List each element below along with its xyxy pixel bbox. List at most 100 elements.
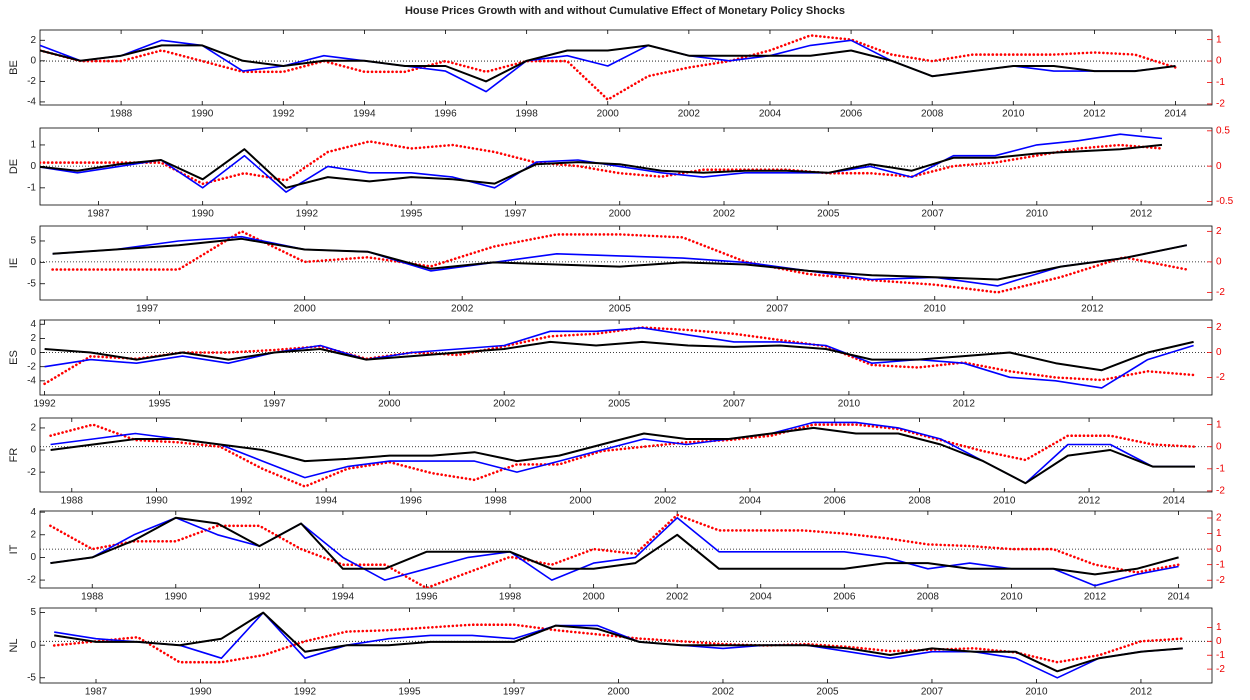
- y-tick-label: 4: [30, 319, 36, 330]
- x-tick-label: 1997: [503, 687, 526, 698]
- x-tick-label: 2010: [993, 496, 1016, 507]
- x-tick-label: 1994: [315, 496, 338, 507]
- x-tick-label: 2008: [908, 496, 931, 507]
- x-tick-label: 1992: [248, 592, 271, 603]
- y2-tick-label: 0: [1216, 161, 1222, 172]
- y2-tick-label: -2: [1216, 664, 1225, 675]
- x-tick-label: 2010: [1026, 209, 1049, 220]
- x-tick-label: 2012: [1084, 592, 1107, 603]
- y-tick-label: -2: [27, 76, 36, 87]
- x-tick-label: 2000: [607, 687, 630, 698]
- y2-tick-label: 1: [1216, 528, 1222, 539]
- y2-tick-label: -1: [1216, 77, 1225, 88]
- x-tick-label: 2012: [1078, 496, 1101, 507]
- y2-tick-label: 1: [1216, 34, 1222, 45]
- x-tick-label: 2002: [493, 399, 516, 410]
- y-axis-label: DE: [8, 159, 20, 174]
- y2-tick-label: 0: [1216, 544, 1222, 555]
- x-tick-label: 2000: [582, 592, 605, 603]
- x-tick-label: 1990: [189, 687, 212, 698]
- series-line: [50, 426, 1195, 485]
- x-tick-label: 1996: [415, 592, 438, 603]
- y2-tick-label: -2: [1216, 575, 1225, 586]
- series-line: [49, 513, 1180, 588]
- x-tick-label: 1996: [400, 496, 423, 507]
- x-tick-label: 2005: [816, 687, 839, 698]
- series-line: [52, 623, 1184, 664]
- x-tick-label: 2010: [1002, 109, 1025, 120]
- x-tick-label: 2002: [654, 496, 677, 507]
- y-tick-label: 2: [30, 35, 36, 46]
- plot-frame: [39, 319, 1213, 396]
- series-line: [50, 516, 1179, 576]
- y-tick-label: 0: [30, 55, 36, 66]
- y-tick-label: 2: [30, 423, 36, 434]
- x-tick-label: 2002: [712, 687, 735, 698]
- x-tick-label: 2002: [451, 304, 474, 315]
- x-tick-label: 2010: [1025, 687, 1048, 698]
- x-tick-label: 1988: [61, 496, 84, 507]
- x-tick-label: 1987: [85, 687, 108, 698]
- y2-tick-label: -2: [1216, 99, 1225, 110]
- series-line: [40, 44, 1176, 83]
- x-tick-label: 2007: [921, 687, 944, 698]
- x-tick-label: 2000: [597, 109, 620, 120]
- x-tick-label: 1992: [294, 687, 317, 698]
- x-tick-label: 2005: [609, 304, 632, 315]
- y2-tick-label: -2: [1216, 372, 1225, 383]
- series-line: [40, 34, 1177, 101]
- x-tick-label: 1990: [145, 496, 168, 507]
- y2-tick-label: 0: [1216, 441, 1222, 452]
- y-tick-label: 4: [30, 507, 36, 518]
- x-tick-label: 1994: [353, 109, 376, 120]
- x-tick-label: 1992: [33, 399, 56, 410]
- y-tick-label: -4: [27, 375, 36, 386]
- y2-tick-label: 0: [1216, 347, 1222, 358]
- x-tick-label: 2006: [824, 496, 847, 507]
- y-tick-label: -1: [27, 182, 36, 193]
- plot-frame: [39, 417, 1213, 493]
- y-tick-label: -4: [27, 97, 36, 108]
- x-tick-label: 2010: [838, 399, 861, 410]
- x-tick-label: 1988: [81, 592, 104, 603]
- y-axis-label: FR: [8, 448, 20, 463]
- series-line: [50, 421, 1195, 484]
- x-tick-label: 1992: [296, 209, 319, 220]
- x-tick-label: 1998: [516, 109, 539, 120]
- x-tick-label: 2008: [917, 592, 940, 603]
- y-axis-label: ES: [8, 350, 20, 365]
- y2-tick-label: 2: [1216, 513, 1222, 524]
- x-tick-label: 1995: [148, 399, 171, 410]
- x-tick-label: 2012: [953, 399, 976, 410]
- x-tick-label: 2000: [569, 496, 592, 507]
- x-tick-label: 2000: [378, 399, 401, 410]
- x-tick-label: 1992: [272, 109, 295, 120]
- x-tick-label: 2012: [1130, 687, 1153, 698]
- y-tick-label: -5: [27, 672, 36, 683]
- series-line: [40, 140, 1164, 186]
- x-tick-label: 1990: [165, 592, 188, 603]
- x-tick-label: 2014: [1164, 109, 1187, 120]
- series-line: [43, 326, 1195, 386]
- y-tick-label: -2: [27, 361, 36, 372]
- y2-tick-label: 0.5: [1216, 125, 1230, 136]
- plot-frame: [39, 607, 1213, 684]
- y-tick-label: 0: [30, 257, 36, 268]
- y-tick-label: 0: [30, 347, 36, 358]
- x-tick-label: 2000: [609, 209, 632, 220]
- y2-tick-label: -1: [1216, 559, 1225, 570]
- x-tick-label: 2010: [924, 304, 947, 315]
- y2-tick-label: -2: [1216, 486, 1225, 497]
- x-tick-label: 1995: [398, 687, 421, 698]
- y2-tick-label: 0: [1216, 56, 1222, 67]
- series-line: [50, 517, 1179, 587]
- x-tick-label: 2012: [1130, 209, 1153, 220]
- y-axis-label: IE: [8, 258, 20, 268]
- x-tick-label: 2012: [1083, 109, 1106, 120]
- y2-tick-label: -1: [1216, 650, 1225, 661]
- series-line: [51, 230, 1189, 294]
- y-tick-label: 5: [30, 236, 36, 247]
- x-tick-label: 1996: [434, 109, 457, 120]
- y-axis-label: NL: [8, 638, 20, 652]
